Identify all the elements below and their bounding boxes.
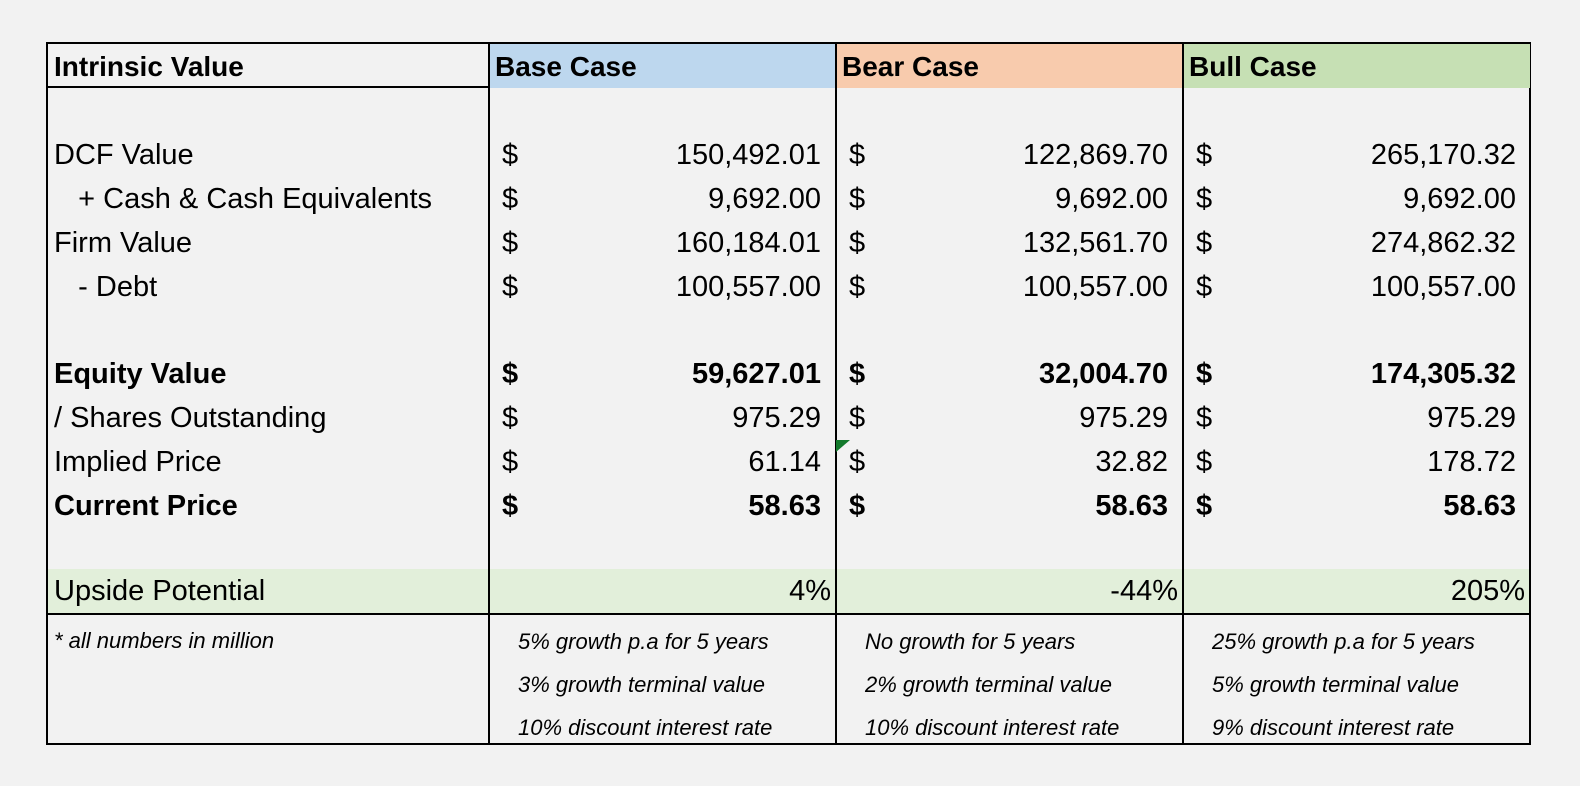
cell-bear[interactable]: -44% bbox=[1110, 575, 1178, 607]
cell-bear[interactable]: 975.29 bbox=[1079, 402, 1168, 434]
currency-symbol: $ bbox=[502, 402, 519, 434]
header-intrinsic-value[interactable]: Intrinsic Value bbox=[54, 51, 244, 82]
note-bull-3[interactable]: 9% discount interest rate bbox=[1212, 715, 1455, 740]
currency-symbol: $ bbox=[849, 227, 866, 259]
header-row: Intrinsic Value Base Case Bear Case Bull… bbox=[48, 44, 1530, 88]
currency-symbol: $ bbox=[502, 139, 519, 171]
cell-bull[interactable]: 274,862.32 bbox=[1370, 227, 1516, 259]
currency-symbol: $ bbox=[1196, 358, 1213, 390]
cell-bull[interactable]: 265,170.32 bbox=[1370, 139, 1516, 171]
currency-symbol: $ bbox=[1196, 271, 1213, 303]
cell-base[interactable]: 150,492.01 bbox=[675, 139, 821, 171]
row-debt[interactable]: - Debt $ 100,557.00 $ 100,557.00 $ 100,5… bbox=[48, 265, 1529, 309]
column-divider bbox=[835, 44, 837, 743]
currency-symbol: $ bbox=[849, 402, 866, 434]
cell-base[interactable]: 4% bbox=[789, 575, 831, 607]
note-bull-2[interactable]: 5% growth terminal value bbox=[1212, 672, 1460, 697]
row-label: / Shares Outstanding bbox=[54, 402, 327, 434]
currency-symbol: $ bbox=[502, 490, 519, 522]
row-label: Upside Potential bbox=[54, 575, 266, 607]
note-bear-2[interactable]: 2% growth terminal value bbox=[865, 672, 1113, 697]
header-base-case[interactable]: Base Case bbox=[489, 44, 836, 88]
currency-symbol: $ bbox=[1196, 183, 1213, 215]
cell-bear[interactable]: 32.82 bbox=[1095, 446, 1168, 478]
row-implied-price[interactable]: Implied Price $ 61.14 $ 32.82 $ 178.72 bbox=[48, 440, 1529, 484]
currency-symbol: $ bbox=[849, 446, 866, 478]
row-label: DCF Value bbox=[54, 139, 194, 171]
cell-bear[interactable]: 9,692.00 bbox=[1055, 183, 1168, 215]
note-base-2[interactable]: 3% growth terminal value bbox=[518, 672, 766, 697]
cell-bear[interactable]: 32,004.70 bbox=[1038, 358, 1168, 390]
currency-symbol: $ bbox=[849, 271, 866, 303]
row-current-price[interactable]: Current Price $ 58.63 $ 58.63 $ 58.63 bbox=[48, 484, 1529, 528]
note-base-3[interactable]: 10% discount interest rate bbox=[518, 715, 773, 740]
comment-indicator[interactable] bbox=[836, 440, 850, 452]
currency-symbol: $ bbox=[502, 358, 519, 390]
row-label: - Debt bbox=[54, 271, 158, 303]
cell-bull[interactable]: 975.29 bbox=[1427, 402, 1516, 434]
currency-symbol: $ bbox=[1196, 490, 1213, 522]
column-divider bbox=[1182, 44, 1184, 743]
cell-bull[interactable]: 9,692.00 bbox=[1403, 183, 1516, 215]
currency-symbol: $ bbox=[1196, 402, 1213, 434]
row-cash[interactable]: + Cash & Cash Equivalents $ 9,692.00 $ 9… bbox=[48, 177, 1529, 221]
cell-bull[interactable]: 58.63 bbox=[1443, 490, 1516, 522]
cell-bear[interactable]: 58.63 bbox=[1095, 490, 1168, 522]
header-bear-case[interactable]: Bear Case bbox=[836, 44, 1183, 88]
row-equity-value[interactable]: Equity Value $ 59,627.01 $ 32,004.70 $ 1… bbox=[48, 352, 1529, 396]
cell-base[interactable]: 58.63 bbox=[748, 490, 821, 522]
row-label: Current Price bbox=[54, 490, 238, 522]
note-bear-1[interactable]: No growth for 5 years bbox=[865, 629, 1076, 654]
currency-symbol: $ bbox=[502, 271, 519, 303]
currency-symbol: $ bbox=[502, 227, 519, 259]
currency-symbol: $ bbox=[502, 183, 519, 215]
intrinsic-value-table: Intrinsic Value Base Case Bear Case Bull… bbox=[46, 42, 1531, 745]
note-base-1[interactable]: 5% growth p.a for 5 years bbox=[518, 629, 769, 654]
row-shares-outstanding[interactable]: / Shares Outstanding $ 975.29 $ 975.29 $… bbox=[48, 396, 1529, 440]
currency-symbol: $ bbox=[849, 139, 866, 171]
row-label: + Cash & Cash Equivalents bbox=[54, 183, 433, 215]
row-upside-potential[interactable]: Upside Potential 4% -44% 205% bbox=[48, 569, 1529, 615]
cell-bull[interactable]: 174,305.32 bbox=[1370, 358, 1516, 390]
cell-bull[interactable]: 205% bbox=[1450, 575, 1525, 607]
row-firm-value[interactable]: Firm Value $ 160,184.01 $ 132,561.70 $ 2… bbox=[48, 221, 1529, 265]
cell-base[interactable]: 59,627.01 bbox=[691, 358, 821, 390]
cell-base[interactable]: 160,184.01 bbox=[675, 227, 821, 259]
cell-bull[interactable]: 178.72 bbox=[1427, 446, 1516, 478]
currency-symbol: $ bbox=[1196, 227, 1213, 259]
cell-base[interactable]: 9,692.00 bbox=[708, 183, 821, 215]
row-label: Equity Value bbox=[54, 358, 227, 390]
currency-symbol: $ bbox=[1196, 446, 1213, 478]
header-bull-case[interactable]: Bull Case bbox=[1183, 44, 1530, 88]
currency-symbol: $ bbox=[1196, 139, 1213, 171]
note-bull-1[interactable]: 25% growth p.a for 5 years bbox=[1212, 629, 1475, 654]
currency-symbol: $ bbox=[849, 490, 866, 522]
cell-base[interactable]: 100,557.00 bbox=[675, 271, 821, 303]
row-label: Firm Value bbox=[54, 227, 193, 259]
footnote[interactable]: * all numbers in million bbox=[54, 628, 275, 653]
row-label: Implied Price bbox=[54, 446, 222, 478]
currency-symbol: $ bbox=[502, 446, 519, 478]
note-bear-3[interactable]: 10% discount interest rate bbox=[865, 715, 1120, 740]
cell-base[interactable]: 975.29 bbox=[732, 402, 821, 434]
cell-bear[interactable]: 122,869.70 bbox=[1022, 139, 1168, 171]
currency-symbol: $ bbox=[849, 183, 866, 215]
cell-bear[interactable]: 100,557.00 bbox=[1022, 271, 1168, 303]
currency-symbol: $ bbox=[849, 358, 866, 390]
cell-bear[interactable]: 132,561.70 bbox=[1022, 227, 1168, 259]
column-divider bbox=[488, 44, 490, 743]
cell-base[interactable]: 61.14 bbox=[748, 446, 821, 478]
row-dcf-value[interactable]: DCF Value $ 150,492.01 $ 122,869.70 $ 26… bbox=[48, 133, 1529, 177]
cell-bull[interactable]: 100,557.00 bbox=[1370, 271, 1516, 303]
